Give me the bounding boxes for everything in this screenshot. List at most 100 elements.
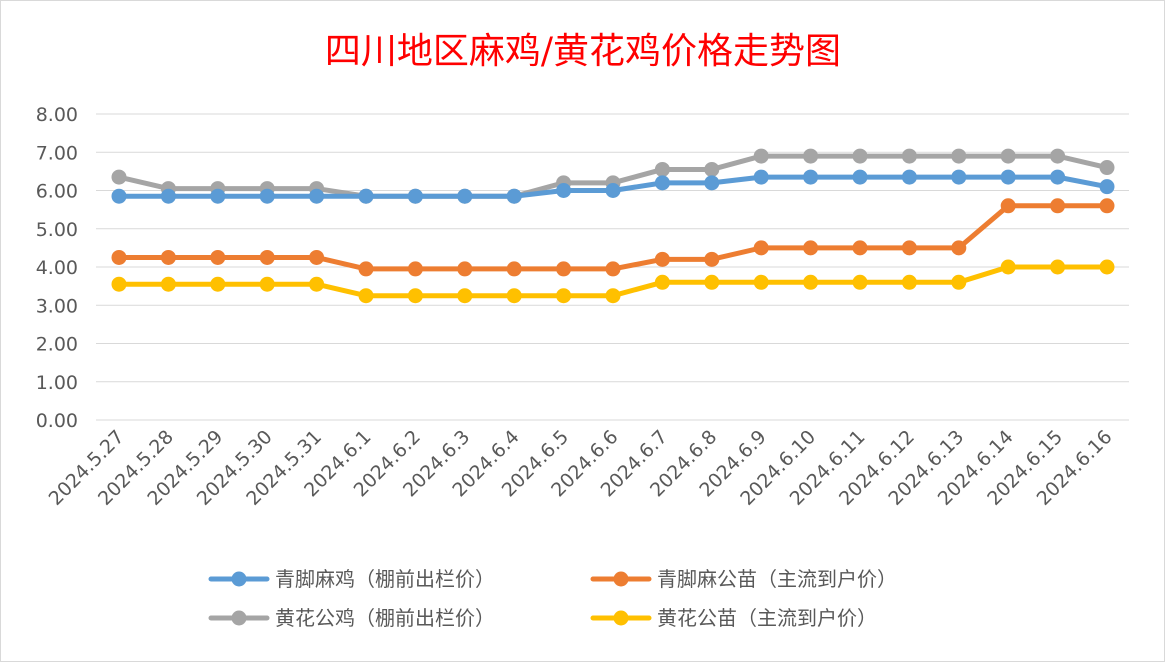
data-point xyxy=(654,251,670,267)
legend-swatch-marker xyxy=(613,571,629,587)
data-point xyxy=(1099,198,1115,214)
data-point xyxy=(309,188,325,204)
data-point xyxy=(556,183,572,198)
data-point xyxy=(654,274,670,290)
data-point xyxy=(704,161,720,177)
data-point xyxy=(704,175,720,191)
data-point xyxy=(704,274,720,290)
data-point xyxy=(259,276,275,292)
data-point xyxy=(457,261,473,277)
data-point xyxy=(160,249,176,265)
data-point xyxy=(901,169,917,185)
data-point xyxy=(506,261,522,277)
data-point xyxy=(556,288,572,304)
data-point xyxy=(160,188,176,204)
data-point xyxy=(1099,179,1115,195)
series-3 xyxy=(111,259,1115,304)
data-point xyxy=(111,276,127,292)
data-point xyxy=(901,240,917,256)
data-point xyxy=(457,288,473,304)
data-point xyxy=(1000,148,1016,164)
data-point xyxy=(259,188,275,204)
data-point xyxy=(852,169,868,185)
data-point xyxy=(753,274,769,290)
data-point xyxy=(506,288,522,304)
y-tick-label: 1.00 xyxy=(36,372,78,394)
y-tick-label: 5.00 xyxy=(36,219,78,241)
legend-label: 黄花公苗（主流到户价） xyxy=(657,606,877,630)
y-tick-label: 8.00 xyxy=(36,104,78,126)
data-point xyxy=(309,276,325,292)
legend: 青脚麻鸡（棚前出栏价） 青脚麻公苗（主流到户价） 黄花公鸡（棚前出栏价） 黄花公苗（主… xyxy=(208,567,897,630)
data-point xyxy=(111,169,127,185)
y-tick-label: 4.00 xyxy=(36,257,78,279)
data-point xyxy=(803,148,819,164)
data-point xyxy=(605,183,621,198)
y-tick-label: 3.00 xyxy=(36,295,78,317)
data-point xyxy=(358,261,374,277)
data-point xyxy=(358,288,374,304)
data-point xyxy=(111,249,127,265)
data-point xyxy=(753,240,769,256)
data-point xyxy=(309,249,325,265)
data-point xyxy=(654,175,670,191)
data-point xyxy=(210,188,226,204)
series-2 xyxy=(111,198,1115,277)
y-axis-ticks: 0.00 1.00 2.00 3.00 4.00 5.00 6.00 7.00 8.00 xyxy=(36,104,78,432)
data-point xyxy=(407,261,423,277)
data-point xyxy=(259,249,275,265)
data-point xyxy=(1050,198,1066,214)
data-point xyxy=(753,148,769,164)
data-point xyxy=(1099,259,1115,275)
data-point xyxy=(803,240,819,256)
data-point xyxy=(407,188,423,204)
data-point xyxy=(605,261,621,277)
data-point xyxy=(951,169,967,185)
y-tick-label: 7.00 xyxy=(36,142,78,164)
legend-item[interactable]: 黄花公鸡（棚前出栏价） xyxy=(208,606,495,630)
data-point xyxy=(951,274,967,290)
series-layer xyxy=(111,148,1115,304)
data-point xyxy=(1050,259,1066,275)
legend-swatch-marker xyxy=(613,610,629,626)
series-1 xyxy=(111,169,1115,204)
data-point xyxy=(803,169,819,185)
data-point xyxy=(210,276,226,292)
data-point xyxy=(901,274,917,290)
data-point xyxy=(210,249,226,265)
data-point xyxy=(753,169,769,185)
data-point xyxy=(1050,148,1066,164)
y-tick-label: 2.00 xyxy=(36,334,78,356)
data-point xyxy=(951,240,967,256)
data-point xyxy=(951,148,967,164)
legend-label: 青脚麻鸡（棚前出栏价） xyxy=(275,567,495,591)
legend-item[interactable]: 青脚麻公苗（主流到户价） xyxy=(590,567,897,591)
data-point xyxy=(1050,169,1066,185)
data-point xyxy=(803,274,819,290)
data-point xyxy=(901,148,917,164)
data-point xyxy=(605,288,621,304)
y-tick-label: 0.00 xyxy=(36,410,78,432)
data-point xyxy=(457,188,473,204)
legend-label: 青脚麻公苗（主流到户价） xyxy=(657,567,897,591)
data-point xyxy=(160,276,176,292)
x-axis-ticks: 2024.5.272024.5.282024.5.292024.5.302024… xyxy=(45,426,1117,510)
data-point xyxy=(852,274,868,290)
data-point xyxy=(407,288,423,304)
chart-title: 四川地区麻鸡/黄花鸡价格走势图 xyxy=(325,31,841,72)
data-point xyxy=(506,188,522,204)
data-point xyxy=(1099,160,1115,176)
legend-label: 黄花公鸡（棚前出栏价） xyxy=(275,606,495,630)
data-point xyxy=(852,240,868,256)
data-point xyxy=(1000,198,1016,214)
data-point xyxy=(358,188,374,204)
legend-item[interactable]: 青脚麻鸡（棚前出栏价） xyxy=(208,567,495,591)
legend-item[interactable]: 黄花公苗（主流到户价） xyxy=(590,606,877,630)
data-point xyxy=(111,188,127,204)
data-point xyxy=(654,161,670,177)
legend-swatch-marker xyxy=(231,571,247,587)
data-point xyxy=(704,251,720,267)
data-point xyxy=(1000,169,1016,185)
